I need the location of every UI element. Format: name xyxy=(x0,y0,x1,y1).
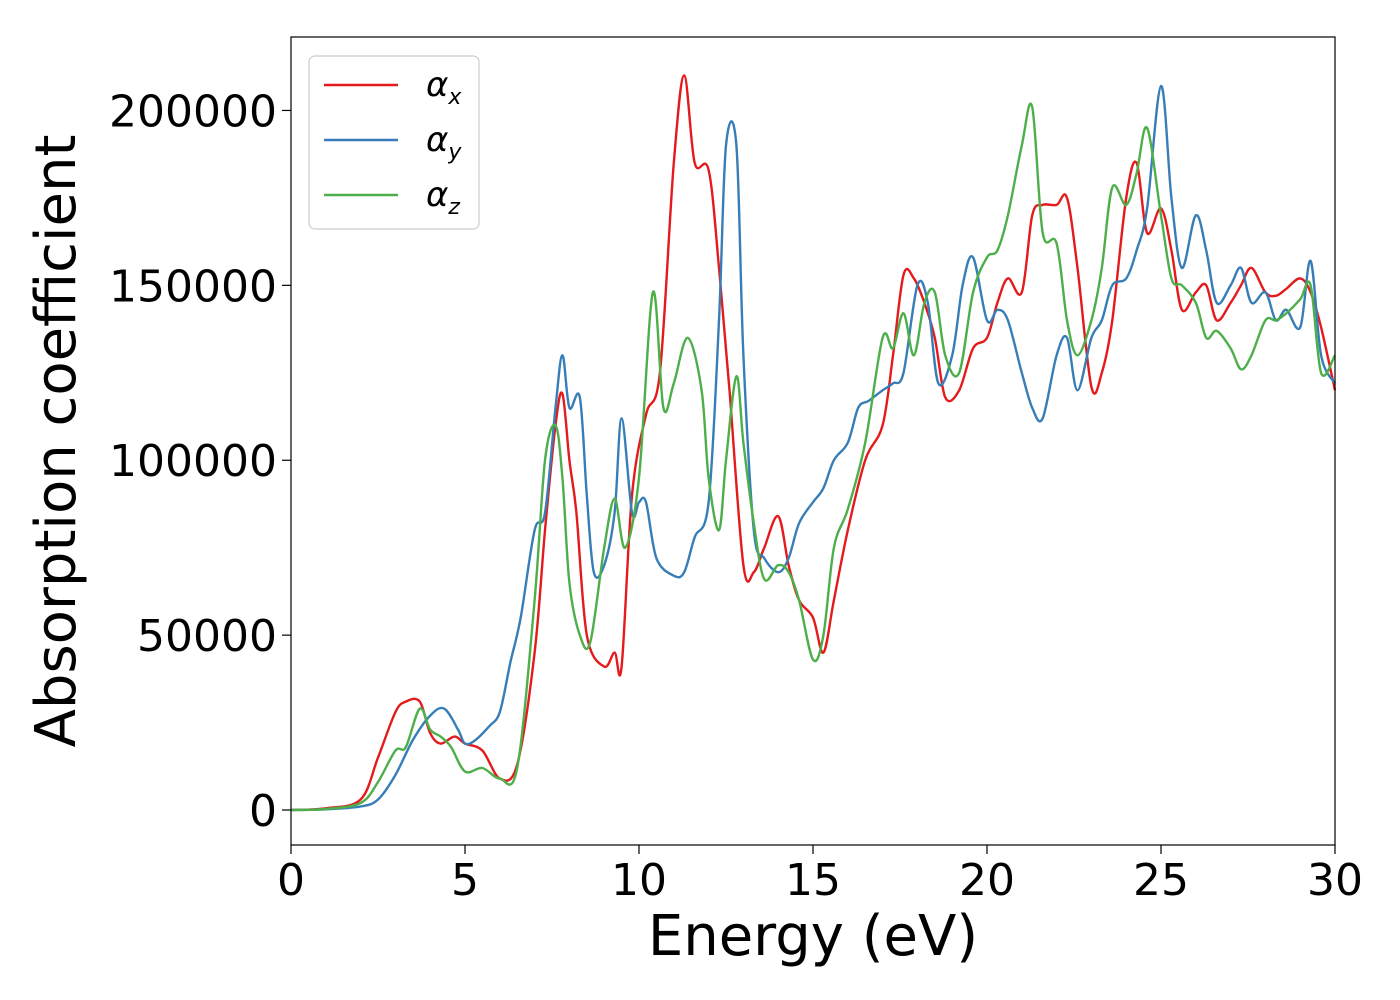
series-line-alpha-z xyxy=(290,102,1337,812)
x-tick-label: 25 xyxy=(1133,855,1189,906)
x-axis-title: Energy (eV) xyxy=(648,904,978,969)
y-axis-title: Absorption coefficient xyxy=(24,135,89,748)
legend-label-alpha-z: αz xyxy=(426,175,460,220)
x-tick-label: 5 xyxy=(451,855,479,906)
x-tick-label: 10 xyxy=(611,855,667,906)
y-axis: 0 50000 100000 150000 200000 xyxy=(109,86,291,837)
x-axis: 0 5 10 15 20 25 30 xyxy=(277,845,1363,906)
legend-label-alpha-x: αx xyxy=(426,65,462,110)
x-tick-label: 30 xyxy=(1307,855,1363,906)
series-layer xyxy=(290,74,1337,812)
series-line-alpha-y xyxy=(290,84,1337,812)
legend-box xyxy=(308,55,480,230)
legend: αx αy αz xyxy=(308,55,480,230)
x-tick-label: 15 xyxy=(785,855,841,906)
series-line-alpha-x xyxy=(290,74,1337,812)
y-tick-label: 0 xyxy=(249,786,277,837)
x-tick-label: 20 xyxy=(959,855,1015,906)
y-tick-label: 50000 xyxy=(137,611,277,662)
y-tick-label: 150000 xyxy=(109,261,277,312)
legend-label-alpha-y: αy xyxy=(426,120,462,165)
y-tick-label: 200000 xyxy=(109,86,277,137)
y-tick-label: 100000 xyxy=(109,436,277,487)
x-tick-label: 0 xyxy=(277,855,305,906)
